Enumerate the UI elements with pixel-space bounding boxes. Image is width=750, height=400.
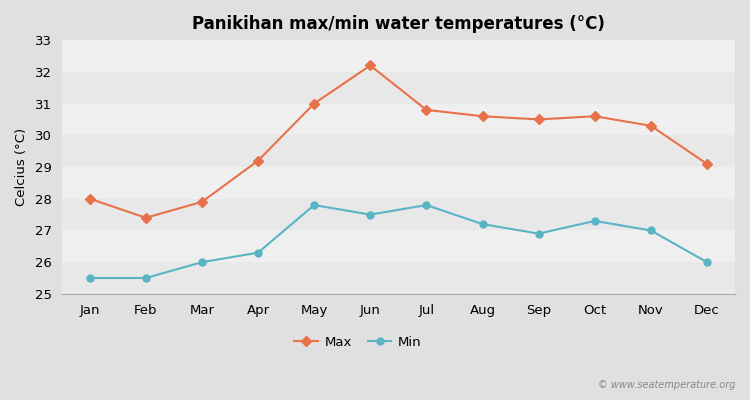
Min xyxy=(197,260,206,264)
Max xyxy=(197,200,206,204)
Max xyxy=(422,108,431,112)
Min xyxy=(590,218,599,223)
Max xyxy=(703,162,712,166)
Min xyxy=(141,276,150,280)
Max xyxy=(141,215,150,220)
Text: © www.seatemperature.org: © www.seatemperature.org xyxy=(598,380,735,390)
Bar xyxy=(62,104,735,135)
Bar xyxy=(62,135,735,167)
Legend: Max, Min: Max, Min xyxy=(289,331,427,354)
Max xyxy=(366,63,375,68)
Max xyxy=(590,114,599,119)
Y-axis label: Celcius (°C): Celcius (°C) xyxy=(15,128,28,206)
Min xyxy=(646,228,656,233)
Min xyxy=(703,260,712,264)
Bar xyxy=(62,199,735,230)
Bar xyxy=(62,230,735,262)
Min xyxy=(86,276,94,280)
Max xyxy=(86,196,94,201)
Min xyxy=(422,203,431,208)
Line: Min: Min xyxy=(86,202,710,282)
Max xyxy=(254,158,262,163)
Max xyxy=(310,101,319,106)
Line: Max: Max xyxy=(86,62,710,221)
Min xyxy=(310,203,319,208)
Min xyxy=(534,231,543,236)
Bar xyxy=(62,167,735,199)
Min xyxy=(478,222,487,226)
Bar xyxy=(62,72,735,104)
Title: Panikihan max/min water temperatures (°C): Panikihan max/min water temperatures (°C… xyxy=(192,15,604,33)
Max xyxy=(646,123,656,128)
Bar xyxy=(62,40,735,72)
Bar xyxy=(62,262,735,294)
Min xyxy=(254,250,262,255)
Min xyxy=(366,212,375,217)
Max xyxy=(534,117,543,122)
Max xyxy=(478,114,487,119)
